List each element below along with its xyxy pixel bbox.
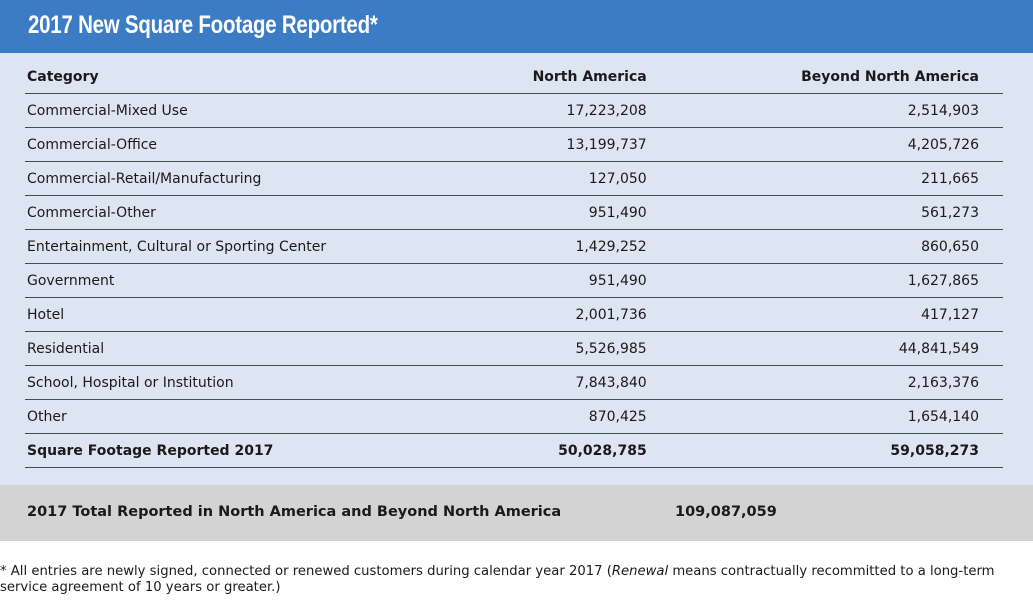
grand-total-bar: 2017 Total Reported in North America and… (0, 485, 1033, 541)
table-row: Commercial-Mixed Use 17,223,208 2,514,90… (25, 93, 1003, 128)
table-row: School, Hospital or Institution 7,843,84… (25, 365, 1003, 400)
row-beyond-north-america: 860,650 (646, 229, 1003, 264)
row-beyond-north-america: 2,514,903 (646, 93, 1003, 128)
header-north-america: North America (391, 60, 647, 94)
row-beyond-north-america: 4,205,726 (646, 127, 1003, 162)
row-north-america: 870,425 (391, 399, 647, 434)
total-label: Square Footage Reported 2017 (25, 433, 392, 468)
row-beyond-north-america: 211,665 (646, 161, 1003, 196)
grand-total-value: 109,087,059 (675, 504, 777, 520)
table-header-row: Category North America Beyond North Amer… (25, 60, 1003, 94)
header-category: Category (25, 60, 392, 94)
row-category: Government (25, 263, 392, 298)
table-row: Residential 5,526,985 44,841,549 (25, 331, 1003, 366)
row-north-america: 2,001,736 (391, 297, 647, 332)
table-row: Commercial-Office 13,199,737 4,205,726 (25, 127, 1003, 162)
row-beyond-north-america: 1,627,865 (646, 263, 1003, 298)
row-beyond-north-america: 417,127 (646, 297, 1003, 332)
table-row: Commercial-Retail/Manufacturing 127,050 … (25, 161, 1003, 196)
row-north-america: 13,199,737 (391, 127, 647, 162)
footnote-text-end: means contractually recommitted to a lon… (0, 564, 995, 595)
row-category: Commercial-Office (25, 127, 392, 162)
row-north-america: 17,223,208 (391, 93, 647, 128)
row-north-america: 127,050 (391, 161, 647, 196)
row-category: School, Hospital or Institution (25, 365, 392, 400)
row-beyond-north-america: 44,841,549 (646, 331, 1003, 366)
table-area: Category North America Beyond North Amer… (0, 53, 1033, 485)
row-north-america: 951,490 (391, 263, 647, 298)
footnote: * All entries are newly signed, connecte… (0, 564, 1020, 596)
row-category: Commercial-Mixed Use (25, 93, 392, 128)
row-category: Residential (25, 331, 392, 366)
row-category: Other (25, 399, 392, 434)
row-category: Hotel (25, 297, 392, 332)
row-beyond-north-america: 2,163,376 (646, 365, 1003, 400)
total-beyond-north-america: 59,058,273 (646, 433, 1003, 468)
table-row: Hotel 2,001,736 417,127 (25, 297, 1003, 332)
footnote-text-start: * All entries are newly signed, connecte… (0, 564, 612, 579)
table-row: Government 951,490 1,627,865 (25, 263, 1003, 298)
row-north-america: 7,843,840 (391, 365, 647, 400)
grand-total-label: 2017 Total Reported in North America and… (27, 504, 562, 520)
footnote-italic-term: Renewal (611, 564, 669, 579)
table-row: Entertainment, Cultural or Sporting Cent… (25, 229, 1003, 264)
report-title: 2017 New Square Footage Reported* (28, 11, 378, 39)
row-north-america: 1,429,252 (391, 229, 647, 264)
row-category: Commercial-Retail/Manufacturing (25, 161, 392, 196)
row-north-america: 5,526,985 (391, 331, 647, 366)
title-bar: 2017 New Square Footage Reported* (0, 0, 1033, 53)
table-row: Other 870,425 1,654,140 (25, 399, 1003, 434)
row-category: Commercial-Other (25, 195, 392, 230)
row-north-america: 951,490 (391, 195, 647, 230)
row-beyond-north-america: 1,654,140 (646, 399, 1003, 434)
row-category: Entertainment, Cultural or Sporting Cent… (25, 229, 392, 264)
table-row: Commercial-Other 951,490 561,273 (25, 195, 1003, 230)
total-row: Square Footage Reported 2017 50,028,785 … (25, 433, 1003, 468)
row-beyond-north-america: 561,273 (646, 195, 1003, 230)
header-beyond-north-america: Beyond North America (646, 60, 1003, 94)
total-north-america: 50,028,785 (391, 433, 647, 468)
square-footage-table: Category North America Beyond North Amer… (25, 60, 1003, 468)
